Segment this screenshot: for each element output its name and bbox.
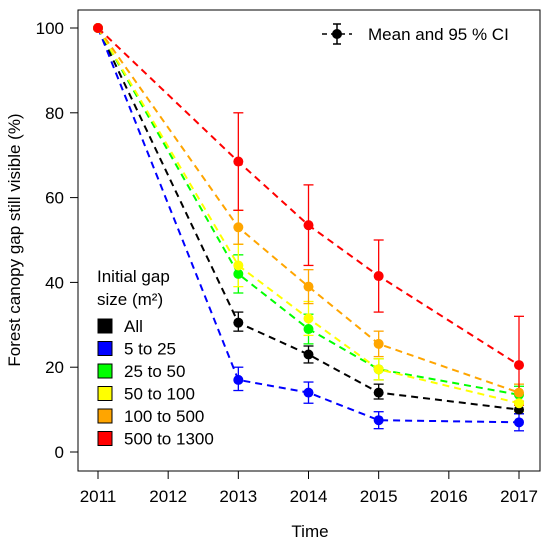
y-tick-label: 0 bbox=[55, 443, 64, 462]
y-tick-label: 20 bbox=[45, 358, 64, 377]
legend-swatch bbox=[97, 386, 113, 401]
legend-item-label: 500 to 1300 bbox=[124, 430, 214, 449]
data-point bbox=[233, 317, 244, 328]
data-point bbox=[373, 271, 384, 282]
series-points bbox=[93, 23, 524, 428]
data-point bbox=[373, 364, 384, 375]
data-point bbox=[514, 398, 524, 409]
data-point bbox=[303, 349, 314, 360]
y-tick-label: 80 bbox=[45, 104, 64, 123]
data-point bbox=[303, 220, 314, 231]
size-legend: Initial gap size (m²) All 5 to 25 25 to 50… bbox=[97, 267, 214, 449]
y-tick-label: 100 bbox=[36, 19, 64, 38]
data-point bbox=[514, 417, 524, 428]
data-point bbox=[303, 313, 314, 324]
data-point bbox=[303, 324, 314, 335]
x-tick-label: 2015 bbox=[360, 487, 398, 506]
ci-legend-marker bbox=[332, 29, 342, 39]
y-axis-label: Forest canopy gap still visible (%) bbox=[5, 113, 24, 366]
x-tick-label: 2017 bbox=[500, 487, 538, 506]
legend-title-line2: size (m²) bbox=[97, 290, 163, 309]
data-point bbox=[233, 374, 244, 385]
x-axis: 2011 2012 2013 2014 2015 2016 2017 bbox=[80, 471, 538, 506]
x-tick-label: 2012 bbox=[149, 487, 187, 506]
data-point bbox=[514, 360, 524, 371]
y-tick-label: 60 bbox=[45, 189, 64, 208]
legend-item-label: 50 to 100 bbox=[124, 385, 195, 404]
legend-swatch bbox=[97, 318, 113, 334]
y-axis: 0 20 40 60 80 100 bbox=[36, 19, 78, 462]
legend-item-label: All bbox=[124, 317, 143, 336]
legend-swatch bbox=[97, 363, 113, 379]
y-tick-label: 40 bbox=[45, 273, 64, 292]
legend-swatch bbox=[97, 431, 113, 446]
data-point bbox=[93, 23, 103, 33]
data-point bbox=[233, 222, 244, 233]
x-tick-label: 2013 bbox=[219, 487, 257, 506]
x-tick-label: 2011 bbox=[80, 487, 117, 506]
legend-title-line1: Initial gap bbox=[97, 267, 170, 286]
legend-swatch bbox=[97, 408, 113, 424]
data-point bbox=[373, 338, 384, 349]
x-tick-label: 2016 bbox=[430, 487, 468, 506]
legend-item-label: 25 to 50 bbox=[124, 362, 185, 381]
ci-legend: Mean and 95 % CI bbox=[322, 23, 509, 45]
series-line bbox=[97, 27, 520, 394]
legend-item-label: 5 to 25 bbox=[124, 340, 176, 359]
data-point bbox=[233, 268, 244, 279]
data-point bbox=[303, 387, 314, 398]
series-line bbox=[97, 27, 520, 411]
x-axis-label: Time bbox=[291, 522, 328, 541]
data-point bbox=[233, 156, 244, 167]
data-point bbox=[303, 281, 314, 292]
ci-legend-label: Mean and 95 % CI bbox=[368, 25, 509, 44]
data-point bbox=[233, 260, 244, 271]
legend-swatch bbox=[97, 341, 113, 356]
data-point bbox=[373, 387, 384, 398]
x-tick-label: 2014 bbox=[290, 487, 328, 506]
legend-item-label: 100 to 500 bbox=[124, 407, 204, 426]
data-point bbox=[373, 415, 384, 426]
legend-items: All 5 to 25 25 to 50 50 to 100 100 to 500 500… bbox=[97, 317, 214, 449]
data-point bbox=[514, 387, 524, 398]
